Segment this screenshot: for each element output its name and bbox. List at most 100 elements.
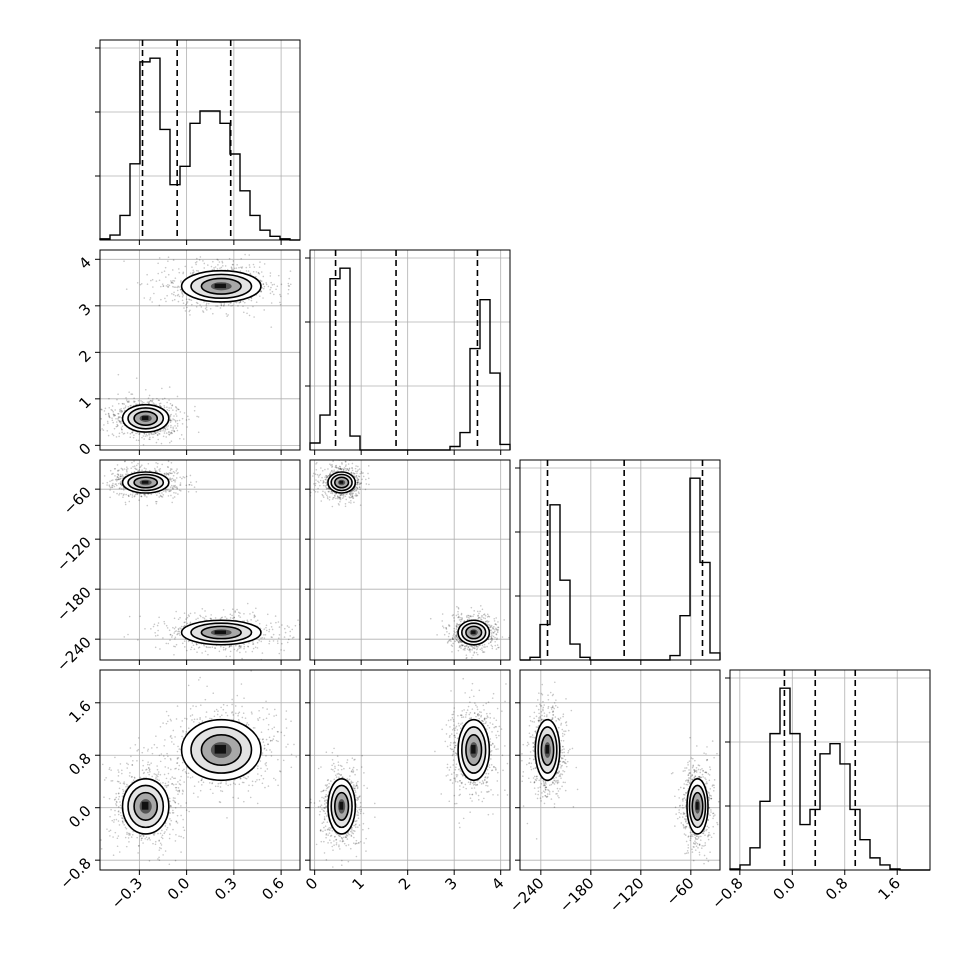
sample-point	[351, 467, 353, 469]
sample-point	[233, 267, 236, 270]
sample-point	[146, 504, 149, 507]
sample-point	[158, 839, 161, 842]
sample-point	[178, 783, 181, 785]
sample-point	[314, 473, 317, 476]
sample-point	[287, 288, 290, 291]
sample-point	[492, 632, 495, 634]
sample-point	[238, 644, 241, 647]
sample-point	[352, 489, 354, 492]
sample-point	[163, 397, 166, 400]
sample-point	[325, 478, 327, 480]
sample-point	[116, 780, 119, 783]
sample-point	[348, 468, 351, 470]
sample-point	[255, 275, 257, 278]
sample-point	[264, 633, 267, 636]
sample-point	[461, 644, 464, 647]
sample-point	[115, 792, 117, 795]
sample-point	[197, 431, 200, 434]
sample-point	[315, 479, 317, 481]
contour-line	[180, 619, 262, 646]
sample-point	[475, 651, 478, 654]
sample-point	[153, 832, 156, 835]
sample-point	[346, 468, 349, 470]
sample-point	[489, 624, 491, 627]
sample-point	[357, 478, 359, 481]
sample-point	[272, 640, 275, 642]
sample-point	[172, 293, 175, 296]
sample-point	[253, 316, 255, 318]
sample-point	[117, 806, 120, 808]
sample-point	[167, 473, 170, 475]
sample-point	[356, 487, 359, 490]
sample-point	[325, 482, 327, 484]
sample-point	[120, 488, 123, 490]
sample-point	[113, 821, 115, 823]
sample-point	[350, 472, 353, 475]
sample-point	[457, 616, 460, 619]
sample-point	[136, 431, 139, 434]
sample-point	[123, 493, 125, 495]
sample-point	[114, 814, 116, 816]
sample-point	[179, 616, 181, 619]
sample-point	[117, 482, 120, 485]
sample-point	[482, 617, 485, 619]
sample-point	[490, 635, 493, 638]
sample-point	[457, 624, 459, 626]
sample-point	[108, 416, 111, 418]
sample-point	[328, 490, 330, 493]
sample-point	[118, 487, 121, 490]
sample-point	[148, 837, 150, 840]
sample-point	[120, 481, 122, 483]
sample-point	[331, 498, 334, 500]
sample-point	[174, 630, 176, 633]
sample-point	[468, 648, 471, 651]
sample-point	[328, 498, 331, 501]
sample-point	[344, 502, 347, 505]
sample-point	[117, 416, 120, 418]
sample-point	[454, 634, 457, 637]
sample-point	[191, 303, 193, 306]
sample-point	[339, 497, 342, 499]
sample-point	[136, 281, 139, 284]
sample-point	[165, 436, 168, 438]
sample-point	[195, 618, 197, 621]
sample-point	[317, 487, 319, 490]
sample-point	[260, 290, 263, 292]
sample-point	[297, 619, 299, 621]
sample-point	[329, 473, 331, 475]
sample-point	[202, 260, 204, 262]
sample-point	[158, 402, 161, 405]
sample-point	[494, 623, 497, 625]
sample-point	[239, 645, 242, 648]
sample-point	[121, 468, 124, 470]
sample-point	[248, 264, 251, 266]
sample-point	[316, 461, 318, 464]
sample-point	[130, 755, 132, 758]
sample-point	[354, 467, 357, 470]
sample-point	[492, 635, 495, 638]
sample-point	[189, 474, 192, 477]
sample-point	[176, 294, 179, 297]
sample-point	[239, 616, 242, 618]
sample-point	[158, 847, 161, 849]
sample-point	[348, 492, 351, 495]
sample-point	[120, 475, 122, 478]
sample-point	[182, 294, 184, 296]
sample-point	[259, 261, 261, 263]
sample-point	[174, 405, 177, 408]
sample-point	[163, 432, 166, 434]
sample-point	[270, 286, 272, 289]
sample-point	[154, 432, 157, 435]
sample-point	[160, 442, 163, 445]
sample-point	[349, 494, 352, 497]
sample-point	[167, 489, 169, 491]
sample-point	[112, 836, 114, 838]
sample-point	[206, 646, 208, 649]
sample-point	[124, 406, 127, 409]
sample-point	[286, 625, 289, 627]
sample-point	[225, 313, 228, 315]
sample-point	[121, 428, 123, 431]
sample-point	[113, 413, 116, 416]
sample-point	[117, 393, 119, 396]
sample-point	[202, 311, 205, 313]
